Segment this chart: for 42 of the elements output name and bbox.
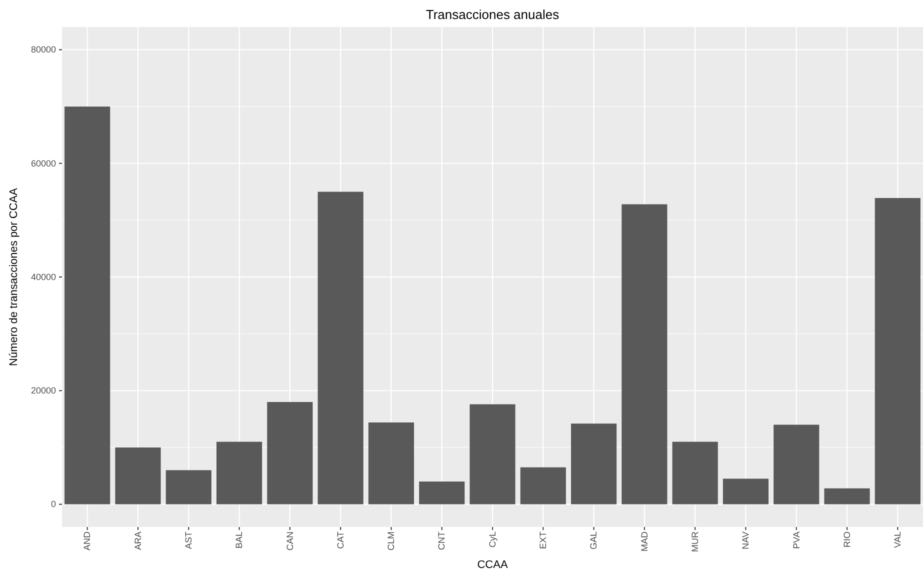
x-axis-title: CCAA	[477, 559, 508, 571]
x-tick-label: AND	[82, 531, 92, 551]
bar	[318, 192, 364, 504]
bar	[571, 424, 617, 504]
bar	[774, 424, 820, 504]
x-tick-label: EXT	[538, 531, 548, 550]
bar	[368, 422, 414, 504]
y-tick-label: 40000	[30, 272, 56, 282]
bar	[520, 467, 566, 504]
bar	[622, 204, 668, 504]
x-tick-label: CAN	[284, 532, 295, 551]
x-tick-label: ARA	[132, 532, 143, 550]
x-tick-label: RIO	[842, 532, 852, 548]
bar	[419, 482, 465, 504]
x-tick-label: VAL	[892, 532, 903, 548]
x-tick-label: AST	[184, 531, 194, 550]
bar	[64, 106, 110, 504]
x-tick-label: PVA	[791, 532, 802, 549]
x-tick-label: CNT	[436, 531, 447, 550]
y-tick-label: 20000	[30, 386, 56, 396]
bar	[672, 442, 718, 504]
bar	[166, 470, 212, 504]
x-tick-label: MAD	[639, 531, 650, 552]
bar	[470, 404, 516, 504]
x-tick-label: BAL	[234, 532, 244, 549]
chart-title: Transacciones anuales	[426, 7, 560, 22]
x-tick-label: CLM	[386, 532, 396, 551]
y-axis-title: Número de transacciones por CCAA	[8, 187, 20, 366]
y-tick-label: 80000	[30, 44, 56, 55]
y-tick-label: 60000	[30, 158, 56, 168]
x-tick-label: GAL	[588, 532, 599, 550]
bar	[824, 488, 870, 504]
bar	[216, 442, 262, 504]
y-tick-label: 0	[50, 499, 56, 510]
x-tick-label: CAT	[335, 531, 346, 549]
bar	[267, 402, 313, 504]
bar	[722, 478, 769, 504]
x-tick-label: NAV	[740, 532, 751, 550]
x-tick-label: CyL	[487, 532, 498, 548]
bar	[115, 447, 161, 504]
bar	[874, 198, 920, 504]
x-tick-label: MUR	[690, 531, 700, 552]
